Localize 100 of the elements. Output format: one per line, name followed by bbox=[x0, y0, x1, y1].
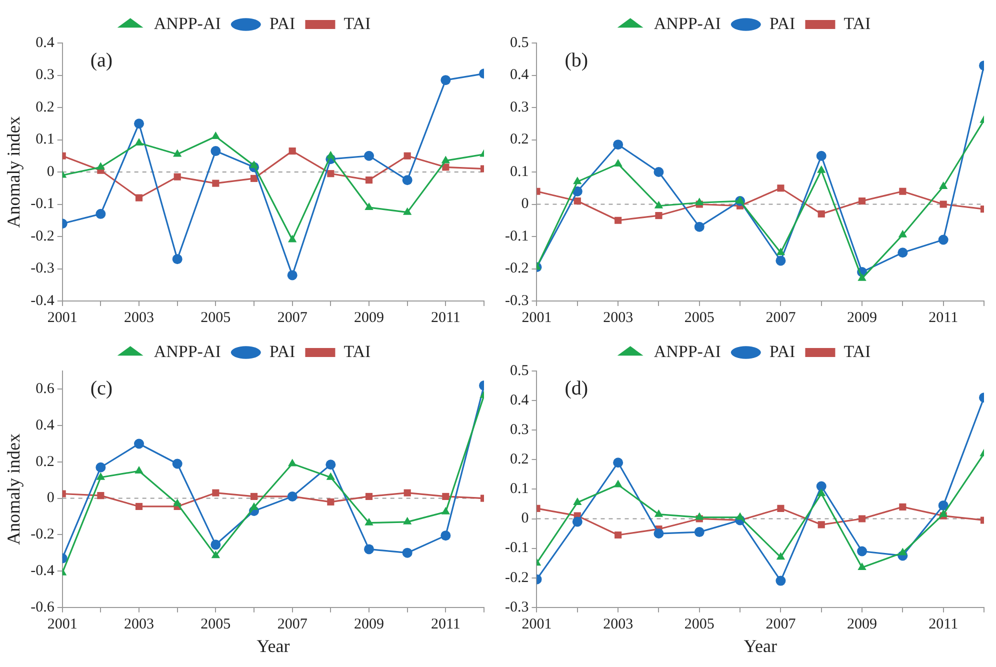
point bbox=[173, 498, 182, 506]
y-tick-label: 0.3 bbox=[36, 67, 54, 84]
point bbox=[613, 140, 624, 150]
point bbox=[938, 234, 948, 245]
x-tick-label: 2001 bbox=[47, 616, 78, 632]
point bbox=[364, 150, 374, 161]
x-tick-label: 2011 bbox=[430, 310, 460, 326]
y-tick-label: 0.2 bbox=[510, 452, 529, 468]
legend-label: PAI bbox=[269, 342, 296, 361]
annotation: (b) bbox=[564, 49, 588, 72]
x-tick-label: 2001 bbox=[522, 616, 552, 632]
point bbox=[695, 198, 704, 206]
point bbox=[940, 200, 947, 208]
y-tick-label: 0.1 bbox=[510, 481, 529, 498]
point bbox=[777, 184, 784, 192]
point bbox=[776, 248, 786, 256]
point bbox=[250, 492, 258, 500]
x-tick-label: 2011 bbox=[928, 616, 958, 632]
point bbox=[776, 552, 786, 560]
point bbox=[614, 531, 622, 539]
point bbox=[776, 256, 786, 266]
point bbox=[736, 512, 744, 520]
point bbox=[939, 509, 948, 517]
point bbox=[327, 498, 334, 506]
annotation: (d) bbox=[564, 377, 588, 400]
point bbox=[404, 152, 411, 160]
y-axis-title: Anomaly index bbox=[4, 116, 24, 228]
point bbox=[288, 234, 297, 242]
point bbox=[440, 75, 451, 86]
point bbox=[817, 165, 826, 173]
x-tick-label: 2005 bbox=[200, 310, 231, 326]
legend-label: TAI bbox=[344, 342, 372, 361]
point bbox=[364, 518, 374, 526]
x-tick-label: 2011 bbox=[430, 616, 460, 632]
y-tick-label: -0.3 bbox=[504, 599, 529, 616]
point bbox=[173, 149, 182, 157]
point bbox=[134, 138, 144, 146]
y-tick-label: 0.2 bbox=[36, 99, 54, 116]
point bbox=[250, 502, 258, 510]
y-tick-label: 0.1 bbox=[36, 132, 54, 148]
point bbox=[442, 164, 450, 171]
y-tick-label: 0 bbox=[46, 164, 54, 180]
point bbox=[96, 208, 106, 219]
point bbox=[96, 162, 106, 170]
y-tick-label: -0.2 bbox=[504, 260, 529, 277]
point bbox=[172, 254, 182, 264]
x-axis-title: Year bbox=[744, 636, 777, 656]
point bbox=[898, 230, 908, 238]
x-tick-label: 2009 bbox=[847, 616, 878, 632]
point bbox=[135, 502, 143, 510]
legend-label: ANPP-AI bbox=[654, 342, 722, 361]
point bbox=[654, 167, 664, 177]
point bbox=[858, 197, 866, 205]
point bbox=[404, 489, 411, 496]
point bbox=[899, 188, 906, 195]
point bbox=[938, 500, 948, 510]
point bbox=[573, 176, 582, 184]
point bbox=[174, 173, 181, 180]
point bbox=[654, 509, 664, 517]
x-tick-label: 2005 bbox=[684, 310, 714, 326]
point bbox=[857, 546, 868, 556]
y-tick-label: 0 bbox=[46, 490, 54, 506]
point bbox=[858, 273, 866, 281]
x-tick-label: 2005 bbox=[684, 616, 714, 632]
point bbox=[614, 216, 622, 224]
y-tick-label: 0.4 bbox=[36, 417, 55, 434]
y-axis-title: Anomaly index bbox=[4, 433, 24, 545]
x-tick-label: 2009 bbox=[847, 310, 878, 326]
point bbox=[212, 180, 220, 187]
point bbox=[858, 515, 866, 522]
point bbox=[211, 132, 220, 140]
legend-label: PAI bbox=[269, 14, 296, 33]
y-tick-label: 0.2 bbox=[510, 132, 529, 148]
point bbox=[403, 207, 412, 215]
point bbox=[817, 488, 826, 496]
legend-label: TAI bbox=[844, 14, 872, 33]
x-axis-title: Year bbox=[256, 636, 290, 656]
x-tick-label: 2003 bbox=[124, 616, 154, 632]
x-tick-label: 2003 bbox=[603, 310, 634, 326]
point bbox=[694, 222, 704, 232]
y-tick-label: 0.6 bbox=[36, 381, 55, 398]
point bbox=[898, 548, 908, 556]
y-tick-label: -0.1 bbox=[504, 540, 529, 556]
point bbox=[288, 148, 296, 155]
point bbox=[287, 270, 298, 280]
y-tick-label: 0.4 bbox=[36, 34, 55, 51]
x-tick-label: 2003 bbox=[603, 616, 634, 632]
point bbox=[939, 182, 948, 190]
point bbox=[365, 492, 373, 500]
point bbox=[818, 521, 825, 528]
legend-label: TAI bbox=[344, 14, 372, 33]
y-tick-label: -0.4 bbox=[30, 292, 55, 309]
point bbox=[326, 472, 335, 480]
point bbox=[250, 160, 258, 168]
y-tick-label: -0.2 bbox=[504, 570, 529, 586]
legend-label: ANPP-AI bbox=[154, 342, 222, 361]
point bbox=[326, 150, 335, 158]
point bbox=[96, 462, 106, 472]
x-tick-label: 2001 bbox=[522, 310, 552, 326]
point bbox=[364, 202, 374, 210]
